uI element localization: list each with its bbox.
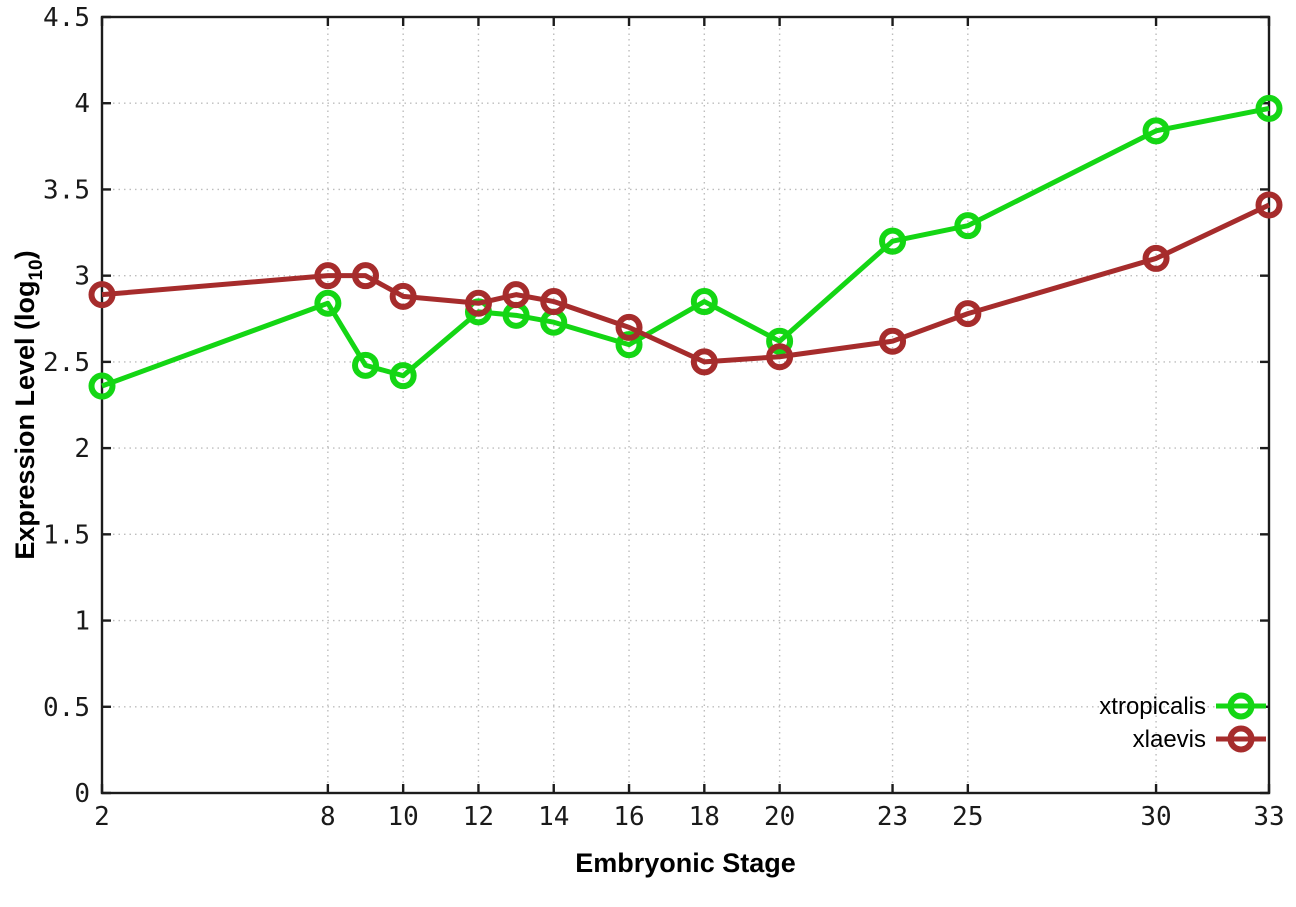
x-tick-label: 33 [1253, 802, 1284, 832]
x-tick-label: 30 [1140, 802, 1171, 832]
y-tick-label: 3.5 [43, 175, 90, 205]
y-tick-label: 2.5 [43, 348, 90, 378]
data-point-xlaevis [389, 282, 417, 310]
data-point-xlaevis [88, 281, 116, 309]
data-point-xtropicalis [954, 212, 982, 240]
x-axis-title: Embryonic Stage [575, 848, 796, 878]
axis-border [100, 15, 1271, 795]
data-point-xlaevis [690, 348, 718, 376]
data-point-xtropicalis [314, 289, 342, 317]
data-point-xlaevis [1142, 244, 1170, 272]
legend-label-xlaevis: xlaevis [1133, 726, 1206, 753]
data-point-xtropicalis [879, 227, 907, 255]
y-tick-label: 4 [74, 89, 90, 119]
x-tick-label: 8 [320, 802, 336, 832]
series-xtropicalis [88, 94, 1283, 400]
data-point-xtropicalis [766, 327, 794, 355]
y-tick-label: 3 [74, 262, 90, 292]
x-tick-label: 23 [877, 802, 908, 832]
x-tick-label: 20 [764, 802, 795, 832]
grid [101, 16, 1270, 794]
y-tick-label: 4.5 [43, 3, 90, 33]
x-tick-label: 25 [952, 802, 983, 832]
x-tick-label: 10 [388, 802, 419, 832]
data-point-xlaevis [615, 313, 643, 341]
y-tick-label: 1 [74, 607, 90, 637]
data-point-xtropicalis [389, 362, 417, 390]
legend: xtropicalis xlaevis [1099, 692, 1266, 753]
x-tick-label: 12 [463, 802, 494, 832]
data-point-xtropicalis [1142, 117, 1170, 145]
data-point-xtropicalis [690, 288, 718, 316]
data-point-xlaevis [502, 281, 530, 309]
y-tick-label: 2 [74, 434, 90, 464]
data-point-xtropicalis [615, 331, 643, 359]
legend-label-xtropicalis: xtropicalis [1099, 693, 1206, 720]
series-xlaevis [88, 191, 1283, 376]
x-tick-label: 14 [538, 802, 569, 832]
y-tick-label: 1.5 [43, 520, 90, 550]
tick-labels: 2 8 10 12 14 16 18 20 23 25 30 33 0 0.5 1 1.5 2 2.5 3 3.5 4 4… [43, 3, 1285, 832]
data-point-xlaevis [464, 289, 492, 317]
x-tick-label: 18 [689, 802, 720, 832]
data-point-xtropicalis [88, 372, 116, 400]
data-point-xtropicalis [352, 351, 380, 379]
y-axis-title: Expression Level (log10) [10, 250, 47, 559]
data-point-xlaevis [954, 300, 982, 328]
data-point-xtropicalis [1255, 94, 1283, 122]
legend-sample-marker [1227, 692, 1255, 720]
x-tick-label: 16 [613, 802, 644, 832]
x-tick-label: 2 [94, 802, 110, 832]
data-point-xlaevis [879, 327, 907, 355]
data-point-xlaevis [766, 343, 794, 371]
data-point-xlaevis [352, 262, 380, 290]
legend-sample-marker [1227, 725, 1255, 753]
data-point-xlaevis [1255, 191, 1283, 219]
data-point-xlaevis [540, 288, 568, 316]
data-point-xlaevis [314, 262, 342, 290]
y-tick-label: 0.5 [43, 693, 90, 723]
y-tick-label: 0 [74, 779, 90, 809]
